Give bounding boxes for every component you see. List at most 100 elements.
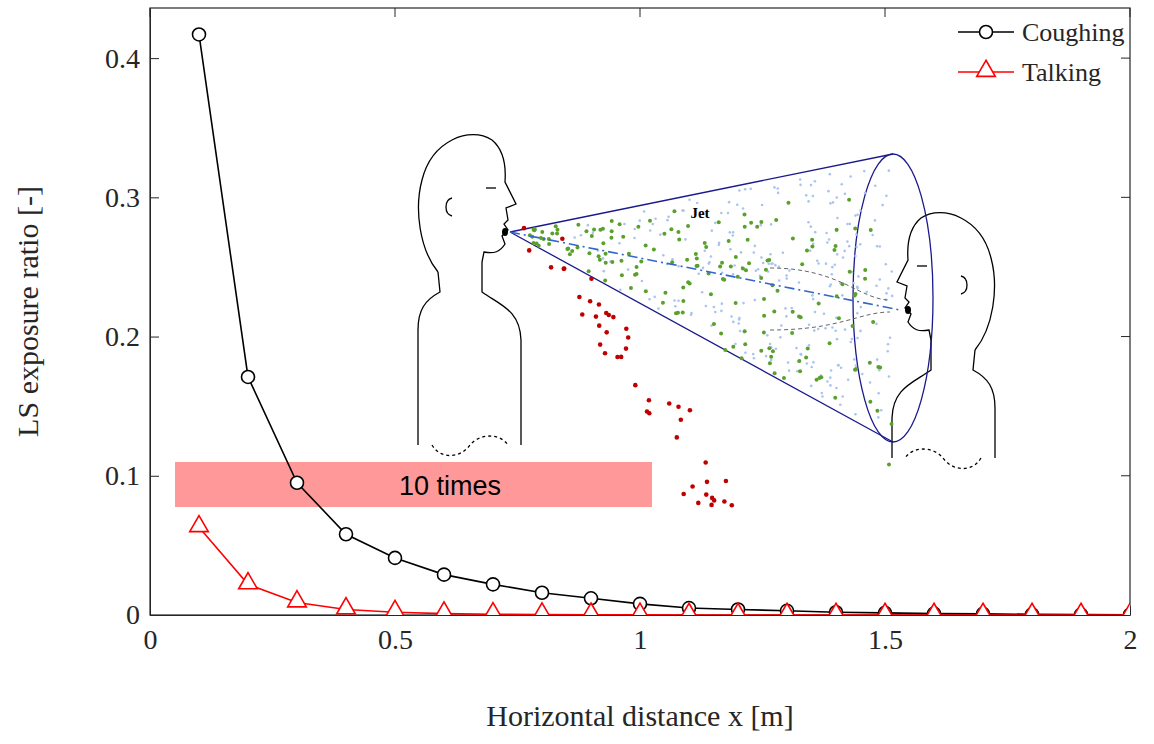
droplet-medium — [644, 289, 648, 293]
droplet-medium — [590, 234, 594, 238]
droplet-small — [840, 367, 843, 370]
droplet-medium — [810, 238, 814, 242]
droplet-small — [887, 343, 890, 346]
droplet-small — [737, 322, 740, 325]
droplet-small — [697, 273, 700, 276]
series-marker — [386, 600, 405, 615]
droplet-medium — [547, 242, 551, 246]
droplet-small — [638, 219, 641, 222]
droplet-small — [776, 187, 779, 190]
droplet-small — [837, 364, 840, 367]
droplet-medium — [603, 278, 607, 282]
droplet-small — [738, 318, 741, 321]
droplet-small — [888, 375, 891, 378]
droplet-medium — [772, 309, 776, 313]
droplet-medium — [565, 247, 569, 251]
ear — [446, 198, 452, 216]
droplet-medium — [762, 297, 766, 301]
droplet-small — [784, 307, 787, 310]
droplet-medium — [791, 237, 795, 241]
droplet-medium — [703, 241, 707, 245]
droplet-medium — [837, 316, 841, 320]
y-axis-tick: 0.3 — [105, 182, 159, 213]
droplet-small — [633, 228, 636, 231]
droplet-small — [602, 257, 605, 260]
droplet-small — [812, 361, 815, 364]
droplet-medium — [639, 259, 643, 263]
droplet-medium — [767, 258, 771, 262]
droplet-small — [643, 210, 646, 213]
droplet-medium — [851, 324, 855, 328]
droplet-medium — [887, 463, 891, 467]
droplet-medium — [875, 409, 879, 413]
droplet-small — [834, 330, 837, 333]
droplet-medium — [601, 241, 605, 245]
droplet-small — [677, 299, 680, 302]
series-marker — [337, 598, 356, 614]
droplet-small — [771, 262, 774, 265]
droplet-small — [800, 353, 803, 356]
droplet-small — [753, 357, 756, 360]
droplet-small — [701, 291, 704, 294]
droplet-small — [727, 212, 730, 215]
droplet-small — [710, 255, 713, 258]
x-axis-tick-mark — [1130, 606, 1131, 615]
droplet-small — [869, 381, 872, 384]
droplet-medium — [709, 292, 713, 296]
legend: CoughingTalking — [958, 18, 1125, 87]
droplet-large — [729, 503, 734, 508]
droplet-medium — [652, 248, 656, 252]
body-right — [482, 262, 521, 445]
series-line — [199, 34, 1130, 614]
droplet-medium — [576, 223, 580, 227]
series-marker — [974, 603, 993, 615]
series-marker — [1072, 603, 1091, 615]
droplet-medium — [853, 294, 857, 298]
droplet-medium — [685, 258, 689, 262]
droplet-medium — [890, 422, 894, 426]
droplet-medium — [805, 248, 809, 252]
droplet-medium — [871, 320, 875, 324]
droplet-small — [651, 223, 654, 226]
droplet-medium — [720, 261, 724, 265]
droplet-medium — [677, 237, 681, 241]
droplet-large — [705, 480, 710, 485]
x-axis-title: Horizontal distance x [m] — [486, 699, 793, 732]
droplet-large — [696, 501, 701, 506]
droplet-medium — [540, 230, 544, 234]
droplet-small — [760, 256, 763, 259]
droplet-small — [742, 302, 745, 305]
droplet-small — [887, 287, 890, 290]
annotation-box — [175, 462, 652, 507]
top-tick-mark — [1130, 8, 1131, 17]
droplet-large — [709, 503, 714, 508]
head-outline — [419, 135, 516, 272]
droplet-medium — [791, 310, 795, 314]
droplet-small — [749, 188, 752, 191]
droplet-small — [619, 288, 622, 291]
droplet-small — [879, 245, 882, 248]
droplet-medium — [832, 248, 836, 252]
droplet-small — [580, 234, 583, 237]
droplet-small — [755, 269, 758, 272]
droplet-small — [667, 215, 670, 218]
series-marker — [876, 603, 895, 615]
series-marker — [291, 476, 304, 489]
droplet-medium — [834, 244, 838, 248]
droplet-small — [853, 358, 856, 361]
droplet-large — [597, 302, 602, 307]
droplet-small — [841, 395, 844, 398]
series — [193, 28, 1131, 615]
droplet-large — [633, 383, 638, 388]
droplet-medium — [592, 227, 596, 231]
droplet-small — [732, 231, 735, 234]
droplet-medium — [539, 236, 543, 240]
droplet-large — [703, 460, 708, 465]
flow-streamline — [770, 312, 890, 330]
droplet-small — [814, 311, 817, 314]
y-axis-tick-mark — [150, 337, 159, 338]
droplet-small — [777, 192, 780, 195]
y-axis-tick: 0.2 — [105, 321, 159, 352]
droplet-large — [603, 351, 608, 356]
droplet-small — [681, 209, 684, 212]
